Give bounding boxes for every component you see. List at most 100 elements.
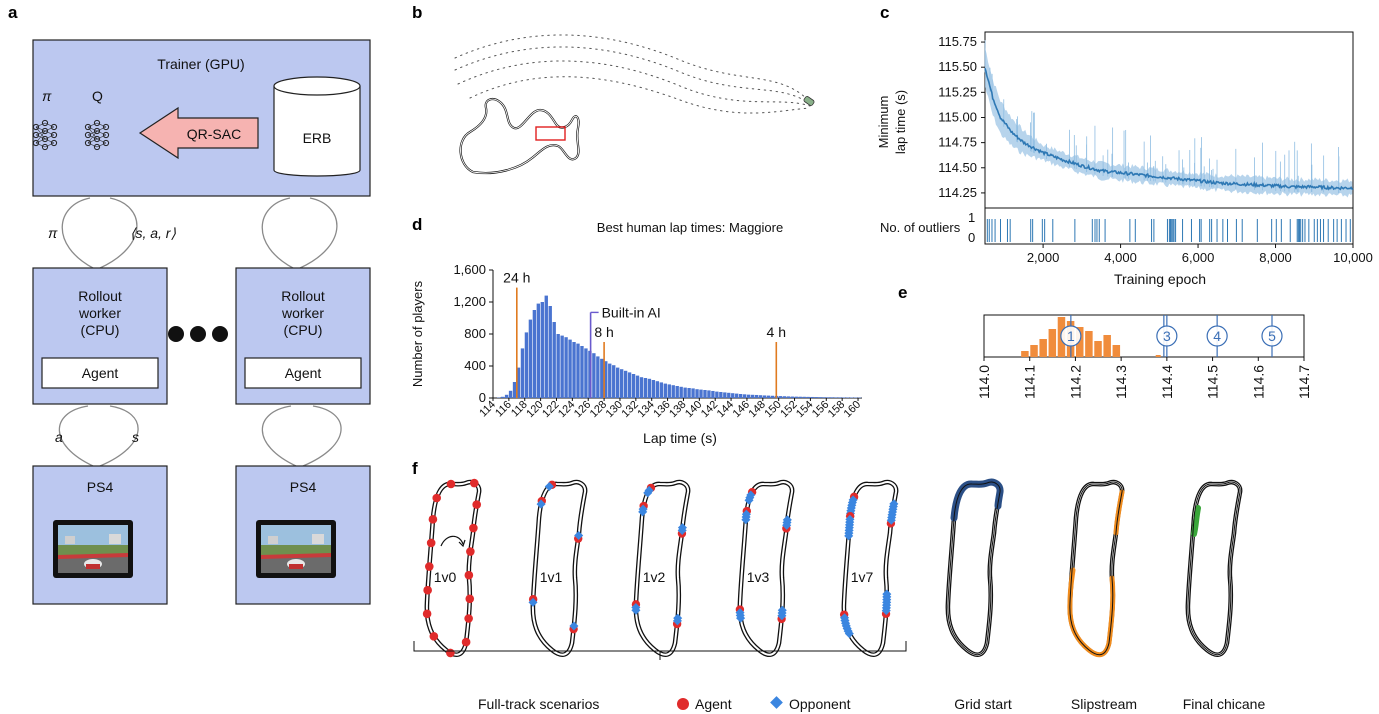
q-label: Q xyxy=(92,88,103,104)
track-1v7: 1v7 xyxy=(839,479,899,658)
d-bar xyxy=(758,395,763,398)
opponent-legend-icon xyxy=(770,696,783,709)
d-bar xyxy=(679,386,683,398)
e-markers: 1 3 4 5 xyxy=(1060,315,1283,357)
slipstream-label: Slipstream xyxy=(1071,696,1137,712)
c-xtick-label: 10,000 xyxy=(1333,250,1373,265)
d-bar xyxy=(715,391,719,398)
arc-ps4-left-1 xyxy=(58,405,94,467)
erb-cylinder-icon xyxy=(273,76,361,177)
e-x-ticks: 114.0 114.1 114.2 114.3 114.4 114.5 114.6 114.7 xyxy=(976,357,1312,399)
final-chicane-label: Final chicane xyxy=(1183,696,1266,712)
d-bar xyxy=(782,396,787,398)
trainer-title: Trainer (GPU) xyxy=(157,56,244,72)
panel-e-label: e xyxy=(898,283,907,302)
c-outlier-ticks xyxy=(986,219,1351,242)
d-bar xyxy=(596,356,600,398)
d-bar xyxy=(560,335,564,398)
e-marker-label: 3 xyxy=(1163,328,1171,344)
agent-dot xyxy=(469,478,479,488)
e-xtick-label: 114.7 xyxy=(1296,365,1312,399)
worker-2-line-3: (CPU) xyxy=(284,322,323,338)
d-bar xyxy=(766,395,771,398)
panel-e-histogram: 1 3 4 5 114.0 114.1 114.2 114.3 114.4 114.5 114.6… xyxy=(976,314,1312,399)
d-bar xyxy=(512,382,517,398)
agent-label-1: Agent xyxy=(82,365,119,381)
agent-dot xyxy=(446,479,456,489)
agent-dot xyxy=(425,562,434,571)
d-bar xyxy=(520,348,525,398)
d-bar xyxy=(699,389,703,398)
c-xtick-label: 6,000 xyxy=(1182,250,1215,265)
d-bar xyxy=(806,396,810,398)
scenario-label: 1v1 xyxy=(540,569,563,585)
d-xlabel: Lap time (s) xyxy=(643,430,717,446)
e-bar xyxy=(1112,345,1121,357)
trajectory-1 xyxy=(454,34,811,103)
c-xlabel: Training epoch xyxy=(1114,271,1206,287)
d-bar xyxy=(580,346,584,398)
d-bar xyxy=(703,390,707,398)
game-screen-icon-2 xyxy=(256,520,336,578)
scenario-bracket xyxy=(413,641,907,660)
qrsac-arrow-icon xyxy=(138,106,259,160)
d-bar xyxy=(691,388,695,398)
c-x-axis: 2,000 4,000 6,000 8,000 10,000 xyxy=(1027,244,1373,265)
d-bar xyxy=(504,394,509,398)
d-bar xyxy=(802,396,806,398)
d-bar xyxy=(786,396,790,398)
panel-c-label: c xyxy=(880,3,889,22)
panel-d-histogram: Best human lap times: Maggiore 24 h Built… xyxy=(410,220,863,446)
agent-dot xyxy=(472,500,482,509)
direction-arrow-icon xyxy=(440,535,464,547)
d-bar xyxy=(540,302,544,398)
arc-right-down xyxy=(261,197,294,269)
e-bar xyxy=(1155,355,1161,357)
e-bar xyxy=(1103,335,1111,357)
arc-ps4-right-1 xyxy=(99,405,139,467)
track-1v0: 1v0 xyxy=(422,478,482,658)
d-bar xyxy=(830,397,834,398)
e-bar xyxy=(1085,331,1093,357)
d-bar xyxy=(600,358,604,398)
d-bar xyxy=(516,367,521,398)
arc-pi-label: π xyxy=(48,225,58,241)
panel-b-track-detail xyxy=(454,34,815,175)
arc-sar-label: ⟨s, a, r⟩ xyxy=(130,225,176,241)
ps4-label-2: PS4 xyxy=(290,479,317,495)
d-bar xyxy=(500,396,505,398)
agent-dot xyxy=(464,570,474,580)
e-bar xyxy=(1021,351,1029,357)
e-bar xyxy=(1076,327,1084,357)
car-icon xyxy=(803,96,815,106)
c-xtick-label: 8,000 xyxy=(1259,250,1292,265)
d-bar xyxy=(548,306,552,398)
e-xtick-label: 114.3 xyxy=(1113,365,1129,399)
e-marker-label: 5 xyxy=(1268,328,1276,344)
d-bar xyxy=(711,390,715,398)
action-label: a xyxy=(55,429,63,445)
d-bar xyxy=(683,387,687,398)
scenario-label: 1v7 xyxy=(851,569,874,585)
d-bar xyxy=(723,392,727,398)
d-bar xyxy=(695,389,699,398)
agent-dot xyxy=(423,585,432,595)
d-ytick-label: 1,200 xyxy=(453,294,486,309)
e-xtick-label: 114.1 xyxy=(1022,365,1038,399)
ps4-label-1: PS4 xyxy=(87,479,114,495)
d-title: Best human lap times: Maggiore xyxy=(597,220,783,235)
c-xtick-label: 2,000 xyxy=(1027,250,1060,265)
worker-2-line-1: Rollout xyxy=(281,288,325,304)
d-bar xyxy=(842,397,846,398)
panel-c-training-curve: 114.25 114.50 114.75 115.00 115.25 115.50 115.… xyxy=(876,31,1373,287)
d-bar xyxy=(524,332,529,398)
agent-dot xyxy=(464,614,473,623)
e-marker-label: 1 xyxy=(1067,328,1075,344)
c-y-axis: 114.25 114.50 114.75 115.00 115.25 115.50 115.… xyxy=(938,34,985,200)
d-bar xyxy=(834,397,838,398)
d-bar xyxy=(651,380,656,398)
panel-f-scenarios: 1v0 1v1 1v2 1v3 1v7 Full-track scenarios Age… xyxy=(413,478,1266,712)
d-bar xyxy=(556,334,560,398)
bracket-label: Full-track scenarios xyxy=(478,696,599,712)
trajectory-2 xyxy=(454,46,811,105)
